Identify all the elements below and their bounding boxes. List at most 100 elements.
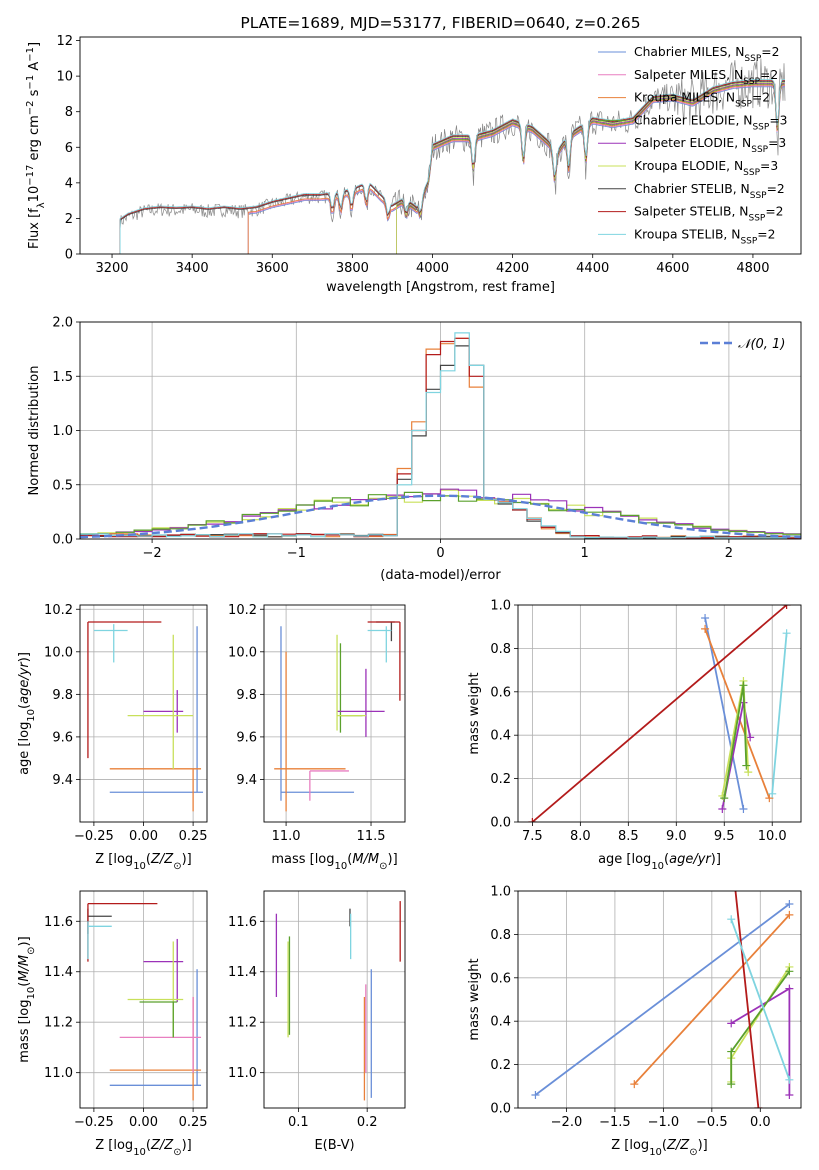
x-axis-label-part: )] [698, 1138, 708, 1153]
y-axis-label-part: A [27, 62, 42, 75]
x-axis-label-part: )] [711, 852, 721, 867]
y-tick-label: 2.0 [52, 316, 73, 331]
legend-entry-main: Kroupa STELIB, N [634, 227, 740, 241]
x-tick-label: 0.25 [179, 829, 208, 844]
legend-entry-sub: SSP [740, 236, 757, 246]
errorbar-chabrier_miles [280, 626, 355, 801]
legend-entry: Chabrier STELIB, NSSP=2 [634, 182, 785, 201]
y-tick-label: 11.2 [228, 1016, 257, 1031]
axes-frame [79, 36, 802, 255]
x-tick-label: 3200 [95, 261, 128, 276]
legend-entry: Chabrier ELODIE, NSSP=3 [634, 113, 787, 132]
legend-entry: Kroupa ELODIE, NSSP=3 [634, 159, 778, 178]
y-axis-label: Flux [fλ10−17 erg cm−2 s−1 A−1] [25, 42, 47, 249]
series-line [633, 914, 791, 1085]
series-kroupa_stelib [727, 915, 794, 1084]
y-axis-label-part: M/M [17, 955, 32, 982]
y-tick-label: 11.4 [44, 965, 73, 980]
errorbar-salpeter_stelib [87, 621, 162, 759]
legend-entry-tail: =2 [767, 182, 785, 196]
x-tick-label: 4800 [736, 261, 769, 276]
data-marker [531, 1090, 540, 1099]
data-marker [727, 1019, 736, 1028]
x-tick-label: 0.00 [129, 1115, 158, 1130]
errorbar-salpeter_elodie [337, 668, 385, 737]
y-tick-label: 11.4 [228, 965, 257, 980]
x-axis-label-part: age [log [598, 852, 651, 867]
mass-weight-vs-age-panel: 7.5 8.0 8.5 9.0 9.5 10.0 0.0 0.2 0.4 0.6 0.8 1.0 age… [467, 599, 802, 872]
age-vs-Z-plot-area [87, 621, 204, 812]
y-axis-label-part: age [log [17, 722, 32, 775]
spectrum-panel: 3200 3400 3600 3800 4000 4200 4400 4600 4800 0 2 4 6… [25, 14, 802, 295]
errorbar-kroupa_stelib [367, 626, 392, 663]
legend-entry: Salpeter STELIB, NSSP=2 [634, 205, 784, 224]
x-tick-label: 3800 [336, 261, 369, 276]
x-tick-label: 4000 [416, 261, 449, 276]
y-tick-label: 9.4 [236, 773, 257, 788]
x-axis-label-part: Z/Z [666, 1138, 690, 1153]
x-tick-label: 0 [436, 546, 444, 561]
errorbar-kroupa_elodie [127, 941, 184, 1038]
errorbar-chabrier_elodie [139, 1001, 178, 1038]
series-line [534, 903, 790, 1096]
histogram-chabrier_elodie [80, 491, 801, 539]
errorbar-kroupa_miles [274, 651, 346, 812]
data-marker [785, 967, 794, 976]
errorbar-kroupa_miles [109, 768, 202, 812]
y-tick-label: 9.6 [52, 730, 73, 745]
y-tick-label: 10 [56, 70, 73, 85]
age-vs-mass-panel: 11.0 11.5 9.4 9.6 9.8 10.0 10.2 mass [log10(M/M… [228, 603, 406, 872]
x-axis-label: Z [log10(Z/Z⊙)] [611, 1138, 708, 1158]
x-axis-label: (data-model)/error [380, 568, 501, 583]
x-axis-label-part: age/yr [669, 852, 712, 867]
x-tick-label: 3600 [256, 261, 289, 276]
y-tick-label: 11.0 [228, 1066, 257, 1081]
x-axis-label-part: Z/Z [150, 852, 174, 867]
y-axis-label-part: Flux [f [27, 208, 42, 249]
data-marker [785, 984, 794, 993]
legend-entry-main: Chabrier STELIB, N [634, 182, 750, 196]
y-tick-label: 9.6 [236, 730, 257, 745]
axes-frame [79, 321, 802, 540]
mass-vs-EBV-plot-area [275, 901, 401, 1101]
series-line [771, 633, 788, 794]
y-tick-label: 11.6 [44, 915, 73, 930]
data-marker [528, 818, 537, 822]
x-tick-label: 4400 [576, 261, 609, 276]
errorbar-kroupa_elodie [127, 634, 194, 769]
errorbar-salpeter_miles [309, 770, 349, 801]
series-salpeter_stelib [734, 891, 763, 1108]
errorbar-chabrier_elodie [339, 643, 363, 733]
y-axis-label-part: age/yr [17, 661, 32, 704]
legend-entry: 𝒩(0, 1) [738, 337, 785, 352]
x-axis-label-part: mass [log [271, 852, 334, 867]
series-line [704, 617, 745, 810]
x-axis-label: Z [log10(Z/Z⊙)] [95, 1138, 192, 1158]
age-vs-Z-panel: −0.25 0.00 0.259.49.69.810.010.2Z [log10(Z… [17, 603, 208, 872]
series-chabrier_elodie [720, 681, 751, 803]
legend-entry-tail: =3 [769, 113, 787, 127]
residual-histogram-plot-area [80, 332, 801, 539]
x-axis-label-part: 10 [133, 861, 146, 872]
data-marker [742, 761, 751, 770]
x-tick-label: −1.5 [599, 1115, 631, 1130]
data-marker [727, 1080, 736, 1089]
y-tick-label: 2 [65, 212, 73, 227]
series-line [734, 891, 760, 1108]
y-tick-label: 11.0 [44, 1066, 73, 1081]
legend-entry-sub: SSP [749, 214, 766, 224]
x-tick-label: −0.5 [696, 1115, 728, 1130]
y-axis-label-part: −1 [25, 47, 36, 62]
y-tick-label: 0.8 [490, 928, 511, 943]
x-axis-label-part: Z [log [95, 852, 133, 867]
y-axis-label: age [log10(age/yr)] [17, 652, 37, 775]
legend-entry-tail: =2 [760, 68, 778, 82]
x-axis-label: Z [log10(Z/Z⊙)] [95, 852, 192, 872]
y-tick-label: 0.2 [490, 772, 511, 787]
x-axis-label-part: ( [347, 852, 352, 867]
y-tick-label: 0.2 [490, 1058, 511, 1073]
legend-entry: Kroupa MILES, NSSP=2 [634, 91, 770, 110]
y-tick-label: 1.0 [52, 424, 73, 439]
y-tick-label: 0.6 [490, 685, 511, 700]
